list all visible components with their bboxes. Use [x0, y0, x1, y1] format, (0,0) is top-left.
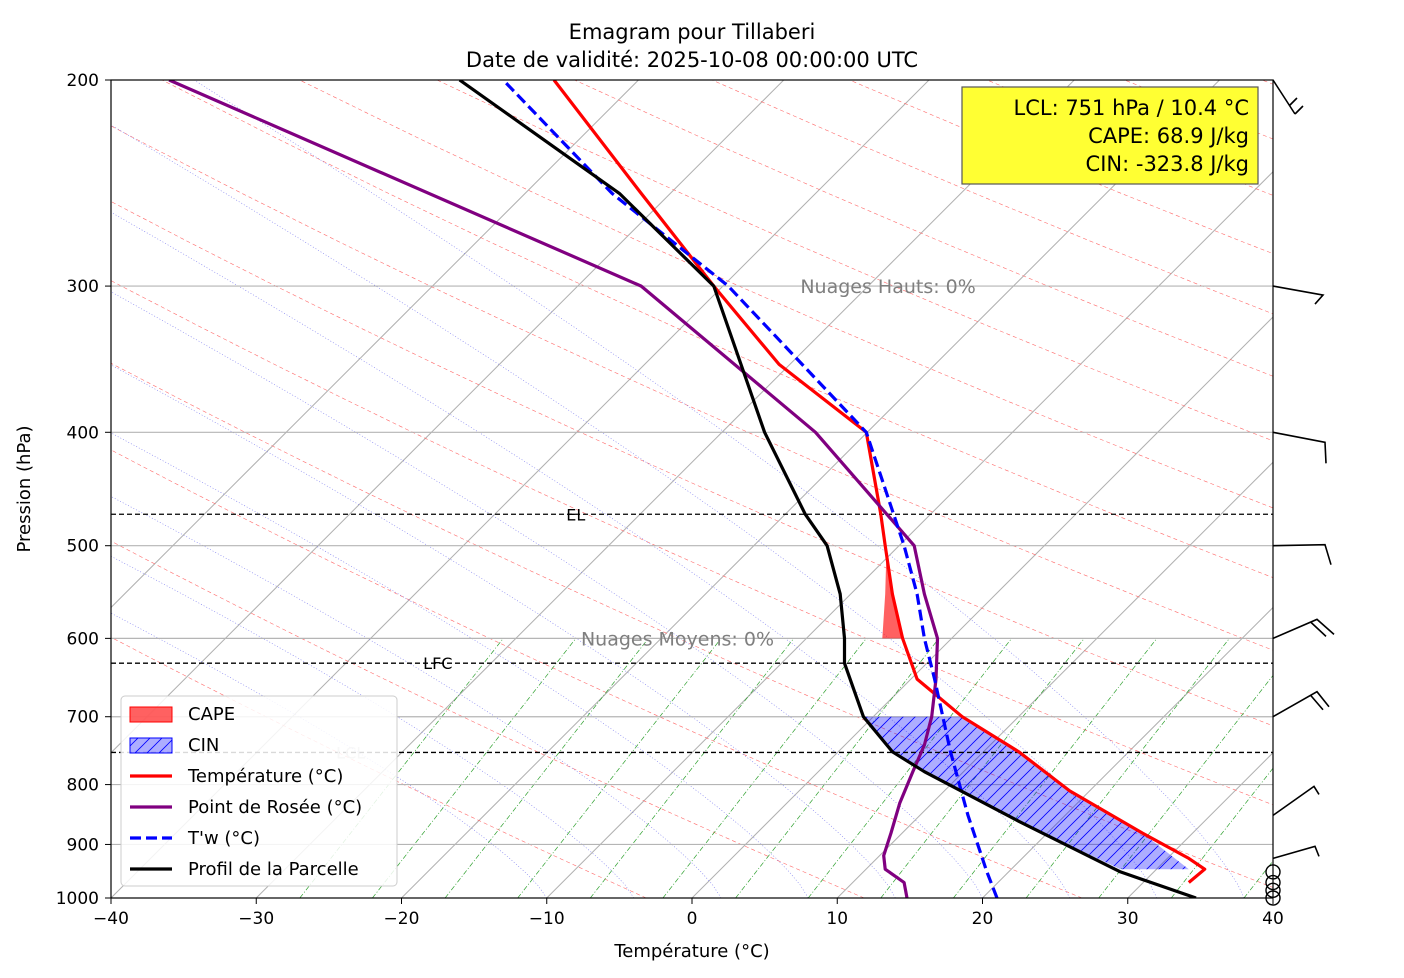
dry-adiabat-line	[1124, 80, 1273, 140]
dry-adiabat-line	[436, 80, 1273, 442]
axes: −40 −30 −20 −10 0 10 20 30 40 1000 900 800 700 600 500…	[56, 71, 1284, 929]
x-tick-label: −40	[93, 909, 129, 929]
info-box-background	[961, 86, 1259, 185]
y-tick-label: 300	[67, 277, 99, 297]
mixing-ratio-line	[1171, 767, 1273, 898]
y-axis-label: Pression (hPa)	[14, 425, 35, 552]
moist-adiabat-line	[111, 555, 635, 898]
cin-area	[863, 716, 1189, 870]
legend-frame	[120, 695, 398, 887]
x-tick-label: −30	[238, 909, 274, 929]
wind-barbs	[1265, 79, 1335, 906]
x-tick-label: 30	[1117, 909, 1139, 929]
y-tick-label: 400	[67, 423, 99, 443]
isotherm-line	[1272, 897, 1273, 898]
cloud-annotation: Nuages Moyens: 0%	[581, 628, 774, 650]
wind-barb	[1272, 543, 1332, 565]
wind-barb	[1272, 785, 1320, 817]
level-label-el: EL	[566, 505, 585, 524]
info-box-line: CAPE: 68.9 J/kg	[1088, 124, 1249, 148]
mixing-ratio-line	[807, 638, 1012, 898]
isotherm-line	[401, 80, 1221, 898]
legend-label: T'w (°C)	[187, 828, 260, 849]
wind-barb	[1272, 431, 1327, 464]
isotherm-line	[982, 606, 1273, 898]
y-tick-label: 900	[67, 835, 99, 855]
mixing-ratio-line	[444, 638, 649, 898]
wind-barb	[1272, 285, 1325, 305]
isotherm-line	[111, 80, 640, 609]
cloud-annotations: Nuages Hauts: 0% Nuages Moyens: 0%	[581, 276, 976, 650]
dry-adiabat-line	[299, 80, 1273, 509]
mixing-ratio-line	[735, 638, 940, 898]
series-line	[502, 80, 999, 898]
mixing-ratio-line	[1243, 860, 1273, 898]
series-line	[458, 80, 1197, 898]
x-tick-label: 20	[972, 909, 994, 929]
legend-swatch-cin	[129, 737, 173, 754]
wind-barb	[1272, 618, 1335, 640]
mixing-ratio-line	[662, 638, 867, 898]
y-tick-label: 200	[67, 71, 99, 91]
x-tick-label: 0	[687, 909, 698, 929]
level-label-lfc: LFC	[423, 654, 452, 673]
legend-label: Température (°C)	[187, 766, 343, 787]
x-axis-label: Température (°C)	[613, 941, 769, 962]
info-box-line: CIN: -323.8 J/kg	[1086, 152, 1249, 176]
x-tick-label: 10	[826, 909, 848, 929]
info-box: LCL: 751 hPa / 10.4 °C CAPE: 68.9 J/kg CIN…	[961, 86, 1259, 185]
series-line	[168, 80, 940, 898]
wind-barb	[1272, 79, 1304, 115]
chart-subtitle: Date de validité: 2025-10-08 00:00:00 UT…	[466, 48, 918, 72]
legend: CAPE CIN Température (°C) Point de Rosée (°…	[120, 695, 398, 887]
info-box-line: LCL: 751 hPa / 10.4 °C	[1014, 96, 1250, 120]
series-line	[552, 80, 1207, 884]
mixing-ratio-line	[517, 638, 722, 898]
cape-cin-fills	[863, 514, 1189, 870]
mixing-ratio-line	[590, 638, 794, 898]
y-tick-label: 600	[67, 629, 99, 649]
legend-label: CIN	[188, 735, 219, 756]
dry-adiabat-line	[1261, 80, 1273, 85]
isotherm-line	[691, 316, 1273, 898]
calm-wind-circle	[1265, 890, 1281, 906]
mixing-ratio-line	[953, 638, 1158, 898]
y-tick-label: 1000	[56, 889, 99, 909]
mixing-ratio-line	[372, 638, 577, 898]
x-tick-label: −10	[529, 909, 565, 929]
isotherm-line	[255, 80, 1075, 898]
calm-wind-circle	[1265, 874, 1281, 891]
legend-swatch-cape	[129, 706, 173, 723]
x-tick-label: −20	[384, 909, 420, 929]
y-tick-label: 800	[67, 776, 99, 796]
mixing-ratio-line	[1025, 638, 1230, 898]
profile-lines	[168, 80, 1207, 898]
y-tick-label: 500	[67, 537, 99, 557]
legend-label: CAPE	[188, 704, 235, 725]
wind-barb	[1272, 845, 1320, 860]
calm-wind-circle	[1265, 864, 1281, 880]
dry-adiabat-line	[574, 80, 1273, 377]
legend-label: Point de Rosée (°C)	[188, 797, 362, 818]
y-tick-label: 700	[67, 708, 99, 728]
legend-label: Profil de la Parcelle	[188, 859, 359, 880]
chart-title: Emagram pour Tillaberi	[569, 20, 816, 44]
moist-adiabat-line	[111, 612, 548, 898]
cloud-annotation: Nuages Hauts: 0%	[800, 276, 976, 298]
dry-adiabat-line	[711, 80, 1273, 315]
calm-wind-circle	[1265, 882, 1281, 899]
wind-barb	[1272, 690, 1330, 718]
isotherm-line	[836, 461, 1273, 898]
x-tick-label: 40	[1262, 909, 1284, 929]
